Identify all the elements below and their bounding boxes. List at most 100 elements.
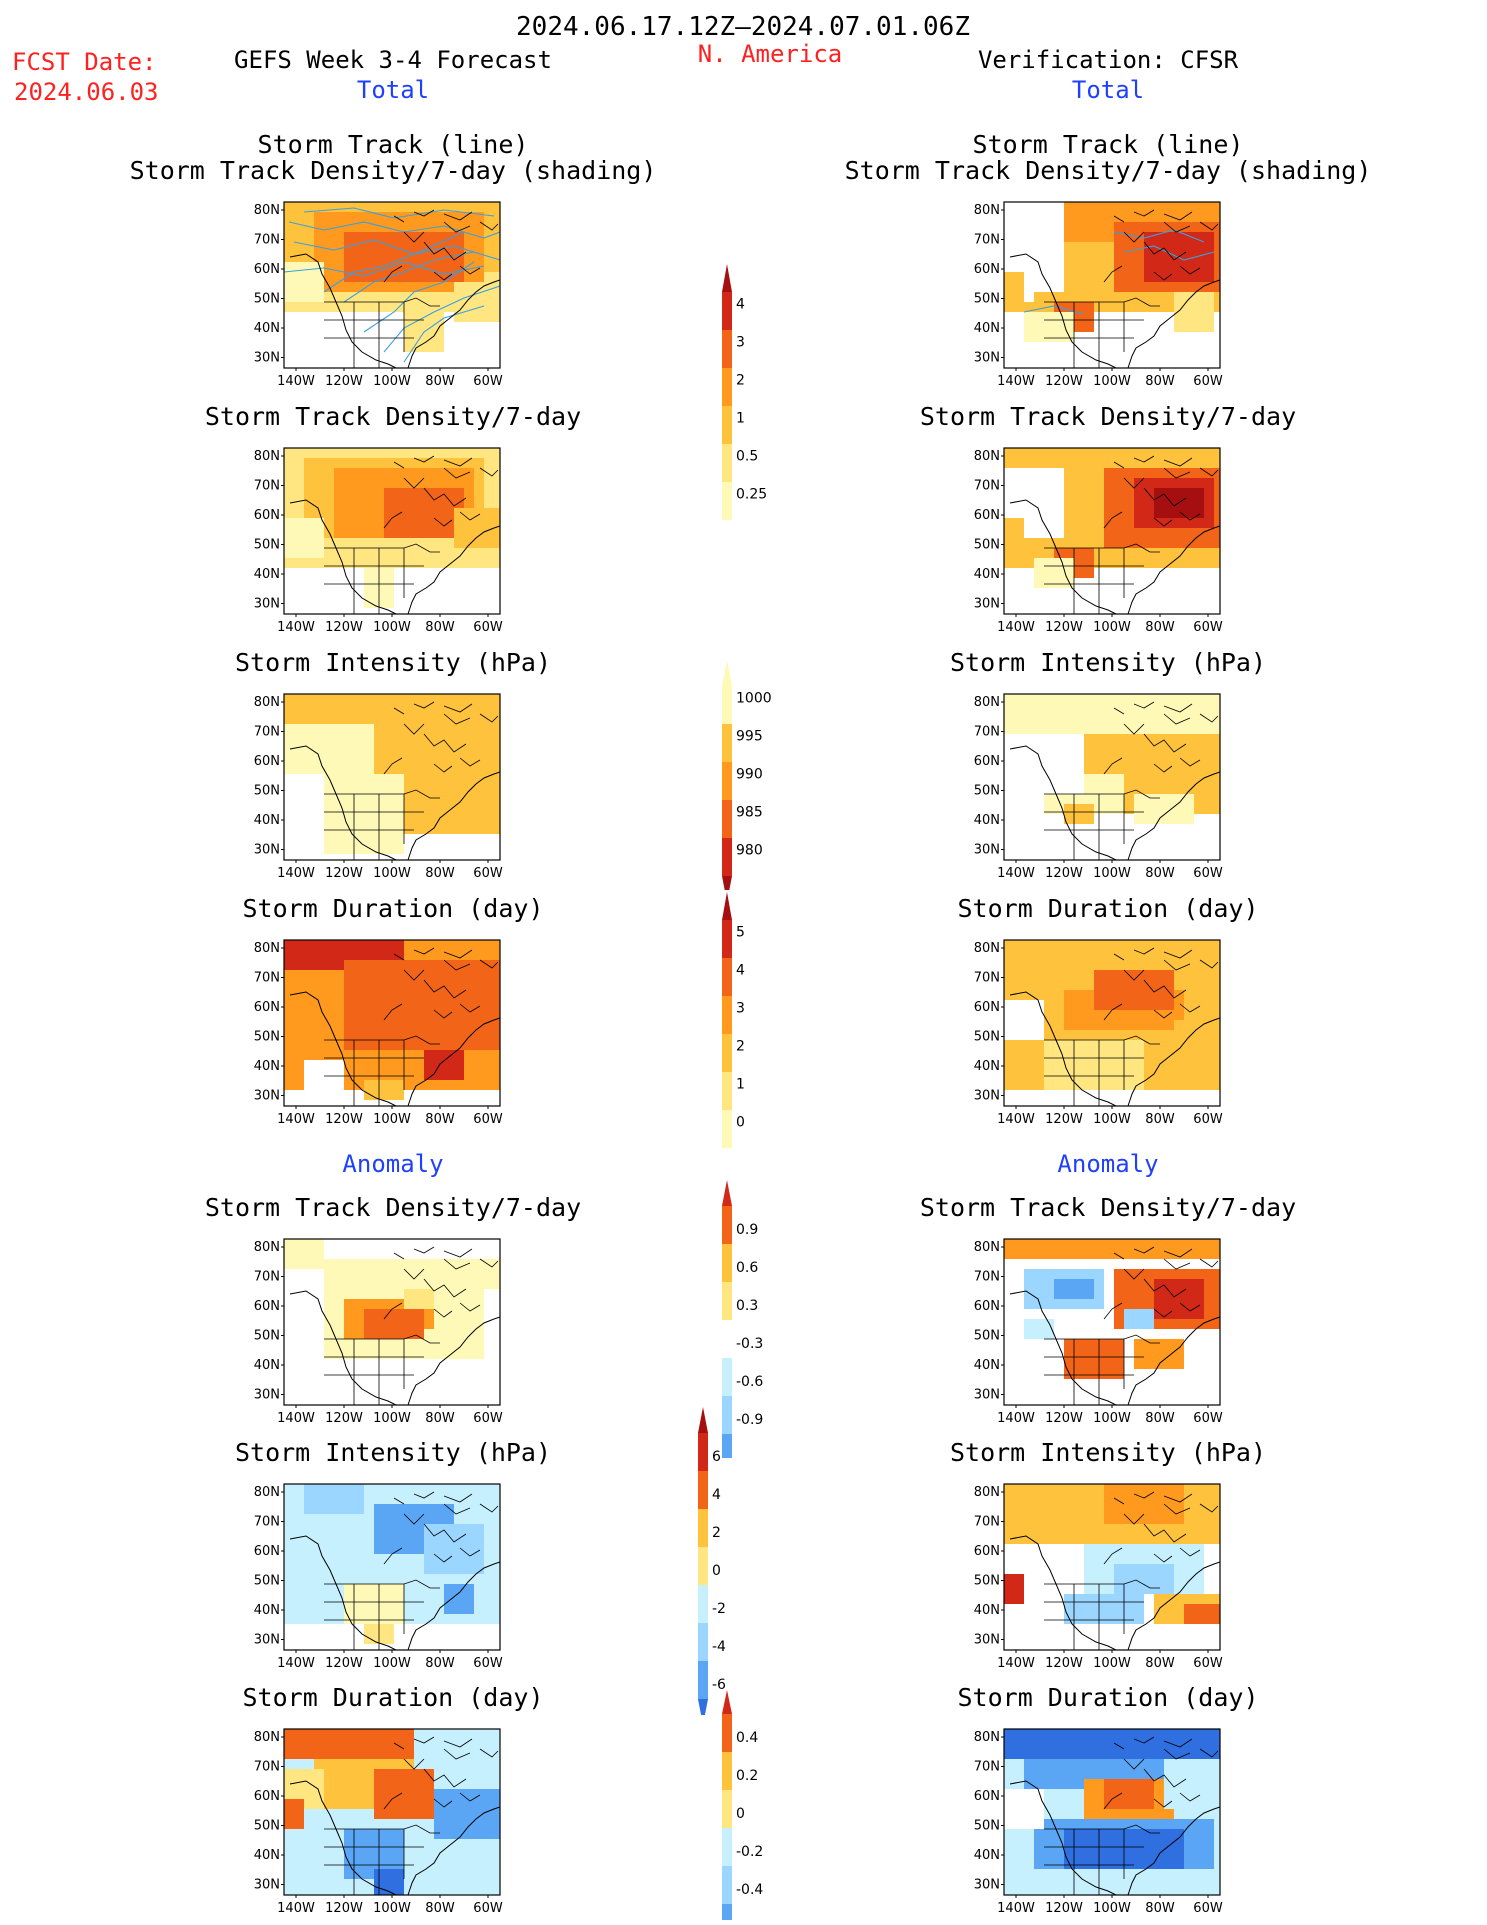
colorbar-label: 0: [736, 1806, 745, 1822]
colorbar-segment: [698, 1471, 708, 1509]
lon-tick-label: 100W: [1093, 374, 1131, 389]
shaded-cell: [1104, 1779, 1154, 1809]
colorbar-label: 4: [712, 1487, 721, 1503]
lat-tick-label: 80N: [974, 941, 1000, 956]
colorbar-label: 3: [736, 334, 745, 350]
map-forecast-track: 80N 70N 60N 50N 40N 30N 140W 120W 100W 80W 60W: [254, 201, 503, 389]
colorbar-segment: [722, 1752, 732, 1790]
colorbar-label: -0.3: [736, 1336, 763, 1352]
left-anom-intensity-title: Storm Intensity (hPa): [234, 1438, 552, 1467]
coastline: [289, 253, 500, 368]
shaded-cell: [444, 1584, 474, 1614]
lon-tick-label: 120W: [325, 1901, 363, 1916]
shaded-cell: [1184, 1604, 1220, 1624]
lon-tick-label: 80W: [1145, 620, 1175, 635]
colorbar-density-total: 4 3 2 1 0.5 0.25: [722, 264, 767, 552]
lon-tick-label: 80W: [425, 620, 455, 635]
lat-tick-label: 60N: [254, 754, 280, 769]
arctic-islands: [1113, 947, 1219, 969]
colorbar-segment: [722, 838, 732, 876]
lon-tick-label: 140W: [277, 1656, 315, 1671]
colorbar-label: 995: [736, 728, 763, 744]
lat-tick-label: 60N: [254, 262, 280, 277]
political-borders: [1044, 1748, 1201, 1895]
political-borders: [324, 1748, 481, 1895]
colorbar-arrow: [698, 1407, 708, 1433]
lat-tick-label: 70N: [974, 1270, 1000, 1285]
colorbar-segment: [722, 444, 732, 482]
colorbar-label: -2: [712, 1601, 726, 1617]
lat-tick-label: 30N: [974, 1388, 1000, 1403]
colorbar-label: 0.2: [736, 1768, 758, 1784]
arctic-islands: [393, 209, 499, 231]
shaded-cell: [1024, 312, 1074, 342]
lon-tick-label: 100W: [1093, 1112, 1131, 1127]
shaded-cell: [344, 960, 500, 1050]
lon-tick-label: 80W: [1145, 1656, 1175, 1671]
coastline: [1009, 1535, 1220, 1650]
shaded-cell: [1104, 1484, 1184, 1524]
colorbar-segment: [722, 1320, 732, 1358]
colorbar-arrow: [698, 1699, 708, 1715]
lon-tick-label: 80W: [425, 1901, 455, 1916]
lon-tick-label: 120W: [325, 374, 363, 389]
colorbar-label: 1000: [736, 690, 772, 706]
arctic-islands: [393, 1736, 499, 1758]
colorbar-label: 1: [736, 1076, 745, 1092]
colorbar-segment: [722, 1110, 732, 1148]
shaded-cell: [1064, 804, 1094, 824]
lon-tick-label: 60W: [473, 1112, 503, 1127]
colorbar-segment: [698, 1661, 708, 1699]
lon-tick-label: 80W: [1145, 374, 1175, 389]
coastline: [1009, 1290, 1220, 1405]
shaded-cell: [424, 1524, 484, 1574]
shaded-cell: [1004, 1729, 1220, 1759]
arctic-islands: [1113, 455, 1219, 477]
lon-tick-label: 140W: [277, 374, 315, 389]
lon-tick-label: 60W: [1193, 620, 1223, 635]
verification-title: Verification: CFSR: [977, 46, 1239, 74]
colorbar-segment: [698, 1585, 708, 1623]
shaded-cell: [1094, 970, 1174, 1010]
colorbar-segment: [722, 330, 732, 368]
colorbar-label: 3: [736, 1000, 745, 1016]
lat-tick-label: 80N: [254, 449, 280, 464]
colorbar-arrow: [722, 876, 732, 890]
lon-tick-label: 80W: [425, 1656, 455, 1671]
lat-tick-label: 70N: [254, 1270, 280, 1285]
colorbar-intensity-anomaly: 6 4 2 0 -2 -4 -6: [698, 1407, 726, 1715]
coastline: [289, 1290, 500, 1405]
lat-tick-label: 80N: [974, 449, 1000, 464]
lat-tick-label: 60N: [974, 1789, 1000, 1804]
lat-tick-label: 80N: [254, 695, 280, 710]
shaded-cell: [304, 1484, 364, 1514]
lat-tick-label: 80N: [974, 1730, 1000, 1745]
lat-tick-label: 60N: [254, 508, 280, 523]
colorbar-label: 0: [736, 1114, 745, 1130]
shaded-cell: [284, 1239, 324, 1269]
storm-track-line: [293, 239, 500, 261]
total-label-right: Total: [1071, 76, 1145, 104]
arctic-islands: [1113, 1246, 1219, 1268]
arctic-islands: [393, 947, 499, 969]
lat-tick-label: 80N: [254, 1240, 280, 1255]
colorbar-segment: [722, 1434, 732, 1458]
lat-tick-label: 40N: [254, 567, 280, 582]
storm-track-line: [1123, 245, 1215, 261]
shaded-cell: [1184, 754, 1220, 774]
lon-tick-label: 120W: [1045, 1901, 1083, 1916]
lat-tick-label: 60N: [974, 262, 1000, 277]
left-anom-density-title: Storm Track Density/7-day: [204, 1193, 582, 1222]
shaded-cell: [1064, 1594, 1144, 1624]
lat-tick-label: 40N: [254, 1848, 280, 1863]
lat-tick-label: 60N: [974, 1544, 1000, 1559]
colorbar-label: 5: [736, 924, 745, 940]
colorbar-label: 0.3: [736, 1298, 758, 1314]
colorbar-segment: [722, 1206, 732, 1244]
fcst-date-label: FCST Date:: [12, 48, 157, 76]
coastline: [289, 1535, 500, 1650]
right-intensity-title: Storm Intensity (hPa): [949, 648, 1267, 677]
lon-tick-label: 60W: [1193, 374, 1223, 389]
map-verif-duration: 80N 70N 60N 50N 40N 30N 140W 120W 100W 80W 60W: [974, 939, 1223, 1127]
lon-tick-label: 140W: [997, 1901, 1035, 1916]
